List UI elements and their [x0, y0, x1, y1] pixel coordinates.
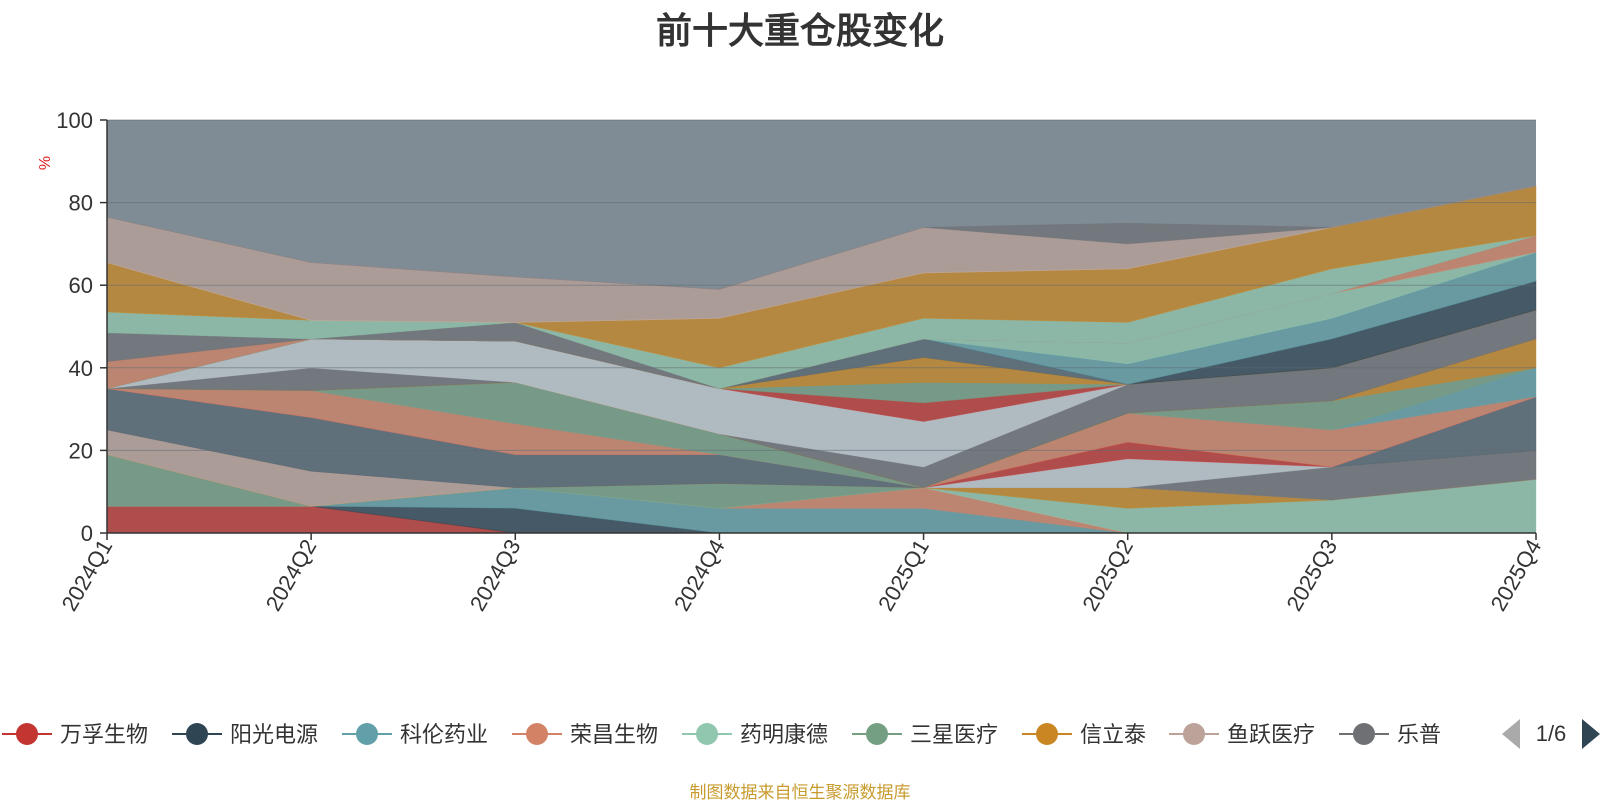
legend-label: 药明康德	[740, 722, 828, 747]
area-series-group	[106, 185, 1537, 534]
x-tick-label: 2024Q4	[669, 535, 730, 615]
legend-label: 鱼跃医疗	[1227, 722, 1315, 747]
x-tick-label: 2024Q2	[261, 535, 322, 615]
legend-item[interactable]: 阳光电源	[172, 722, 318, 747]
legend-page-indicator: 1/6	[1536, 721, 1567, 746]
legend-next-page-button[interactable]	[1582, 719, 1600, 749]
y-tick-label: 60	[69, 273, 93, 298]
axes: %	[37, 120, 1536, 534]
legend-prev-page-button[interactable]	[1502, 719, 1520, 749]
legend-label: 信立泰	[1080, 722, 1146, 747]
legend-item[interactable]: 科伦药业	[342, 722, 488, 747]
x-tick-label: 2025Q2	[1077, 535, 1138, 615]
x-tick-label: 2024Q3	[465, 535, 526, 615]
y-axis-ticks: 0 20 40 60 80 100	[56, 108, 107, 546]
legend-label: 科伦药业	[400, 722, 488, 747]
legend-label: 乐普	[1397, 722, 1441, 747]
legend-item[interactable]: 万孚生物	[2, 722, 148, 747]
area-series-31[interactable]	[106, 185, 1537, 290]
x-tick-label: 2025Q1	[873, 535, 934, 615]
legend-marker	[866, 723, 888, 745]
y-tick-label: 0	[81, 521, 93, 546]
legend-label: 万孚生物	[60, 722, 148, 747]
x-tick-label: 2025Q3	[1281, 535, 1342, 615]
source-note: 制图数据来自恒生聚源数据库	[689, 783, 911, 802]
legend-item[interactable]: 药明康德	[682, 722, 828, 747]
legend-marker	[696, 723, 718, 745]
y-axis-unit-label: %	[37, 156, 54, 170]
legend-item[interactable]: 鱼跃医疗	[1169, 722, 1315, 747]
legend-item[interactable]: 三星医疗	[852, 722, 998, 747]
legend-marker	[16, 723, 38, 745]
y-tick-label: 20	[69, 438, 93, 463]
legend-marker	[1036, 723, 1058, 745]
x-tick-label: 2024Q1	[57, 535, 118, 615]
y-tick-label: 40	[69, 356, 93, 381]
y-tick-label: 100	[56, 108, 93, 133]
legend-item[interactable]: 荣昌生物	[512, 722, 658, 747]
legend-marker	[1183, 723, 1205, 745]
legend-items: 万孚生物 阳光电源 科伦药业 荣昌生物 药明康德 三星医疗 信立泰 鱼跃医疗 乐普	[2, 722, 1441, 747]
gridlines	[107, 119, 1536, 451]
legend-label: 阳光电源	[230, 722, 318, 747]
legend-item[interactable]: 信立泰	[1022, 722, 1146, 747]
y-tick-label: 80	[69, 191, 93, 216]
legend-label: 三星医疗	[910, 722, 998, 747]
legend-marker	[186, 723, 208, 745]
legend-item[interactable]: 乐普	[1339, 722, 1441, 747]
legend-pager: 1/6	[1502, 719, 1600, 749]
legend-marker	[1353, 723, 1375, 745]
x-tick-label: 2025Q4	[1486, 535, 1547, 615]
legend-label: 荣昌生物	[570, 722, 658, 747]
legend-marker	[356, 723, 378, 745]
x-axis-ticks: 2024Q1 2024Q2 2024Q3 2024Q4 2025Q1 2025Q2 2025…	[57, 533, 1547, 615]
chart-title: 前十大重仓股变化	[655, 10, 944, 51]
legend-marker	[526, 723, 548, 745]
legend[interactable]: 万孚生物 阳光电源 科伦药业 荣昌生物 药明康德 三星医疗 信立泰 鱼跃医疗 乐普	[2, 722, 1441, 747]
